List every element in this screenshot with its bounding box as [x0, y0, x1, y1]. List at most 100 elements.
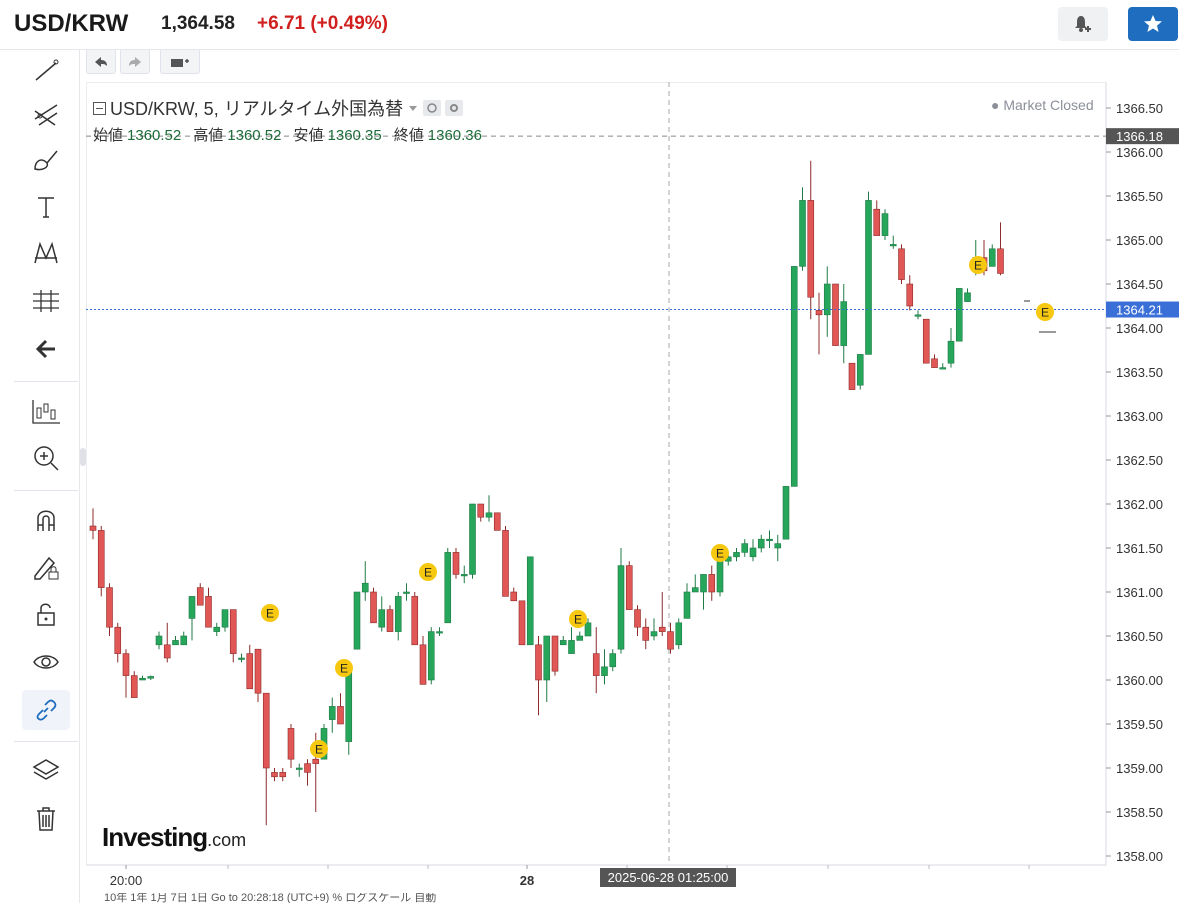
current-price-label: 1364.21 — [1116, 303, 1163, 318]
candle-body — [832, 283, 839, 346]
measure-tool[interactable] — [22, 280, 70, 320]
event-marker[interactable]: E — [419, 563, 437, 581]
event-marker[interactable]: E — [969, 256, 987, 274]
candle-body — [427, 631, 435, 681]
candle-body — [254, 648, 262, 694]
candle-body — [749, 547, 757, 558]
candle-body — [757, 538, 765, 549]
candle-body — [436, 631, 443, 634]
candle-body — [502, 530, 509, 597]
candle-body — [452, 552, 460, 575]
trash-icon — [37, 807, 55, 831]
collapse-toolbar-button[interactable] — [22, 329, 70, 369]
candle-body — [716, 560, 724, 593]
current-price-tag — [1106, 301, 1179, 318]
candle-body — [592, 653, 600, 676]
candle-body — [221, 609, 229, 628]
event-marker[interactable]: E — [335, 659, 353, 677]
chart-type-tool[interactable] — [22, 391, 70, 431]
candle-body — [609, 653, 617, 668]
event-marker[interactable]: E — [711, 544, 729, 562]
candle-body — [997, 248, 1004, 274]
event-marker[interactable]: E — [1036, 303, 1054, 321]
visibility-toggle-icon[interactable] — [423, 100, 442, 116]
price-chart[interactable]: 1358.00 1358.50 1359.00 1359.50 1360.00 1360.… — [85, 81, 1179, 903]
candle-body — [667, 631, 674, 650]
add-alert-button[interactable] — [1058, 7, 1108, 41]
toolbar-scroll-handle[interactable] — [80, 448, 86, 466]
investing-logo: Investing.com — [102, 822, 247, 852]
candle-body — [568, 640, 575, 654]
pattern-icon — [34, 241, 58, 264]
redo-button[interactable] — [120, 50, 150, 74]
pattern-tool[interactable] — [22, 233, 70, 273]
candle-body — [634, 609, 641, 628]
candle-body — [559, 640, 567, 646]
chart-type-icon — [32, 400, 60, 424]
event-marker[interactable]: E — [569, 610, 587, 628]
unlock-tool[interactable] — [22, 594, 70, 634]
candle-body — [856, 354, 864, 386]
candle-body — [279, 772, 287, 778]
dropdown-caret-icon[interactable] — [407, 103, 419, 113]
y-tick-label: 1358.00 — [1116, 849, 1163, 864]
zoom-in-icon — [34, 446, 59, 471]
snapshot-button[interactable] — [160, 50, 200, 74]
price-change: +6.71 (+0.49%) — [257, 13, 388, 34]
candle-body — [733, 552, 740, 558]
candle-body — [683, 591, 691, 619]
svg-text:E: E — [266, 607, 274, 621]
candle-body — [419, 644, 427, 685]
watchlist-star-button[interactable] — [1128, 7, 1178, 41]
y-tick-label: 1361.00 — [1116, 585, 1163, 600]
text-tool[interactable] — [22, 187, 70, 227]
svg-text:E: E — [340, 662, 348, 676]
pitchfork-tool[interactable] — [22, 94, 70, 134]
svg-text:E: E — [974, 259, 982, 273]
y-tick-label: 1365.50 — [1116, 189, 1163, 204]
event-marker[interactable]: E — [261, 604, 279, 622]
legend-ohlc: 始値 1360.52 高値 1360.52 安値 1360.35 終値 1360.36 — [93, 124, 482, 145]
candle-body — [394, 596, 402, 632]
link-tool[interactable] — [22, 690, 70, 730]
pitchfork-icon — [34, 104, 58, 126]
candle-body — [188, 596, 196, 619]
visibility-tool[interactable] — [22, 642, 70, 682]
y-tick-label: 1360.00 — [1116, 673, 1163, 688]
bell-plus-icon — [1075, 16, 1091, 32]
candle-body — [576, 635, 584, 641]
y-tick-label: 1361.50 — [1116, 541, 1163, 556]
settings-gear-icon[interactable] — [445, 100, 464, 116]
trend-line-tool[interactable] — [22, 50, 70, 90]
chart-canvas[interactable]: 1358.00 1358.50 1359.00 1359.50 1360.00 1360.… — [85, 81, 1179, 903]
candle-body — [799, 200, 806, 267]
svg-text:E: E — [574, 613, 582, 627]
y-tick-label: 1364.00 — [1116, 321, 1163, 336]
trend-line-icon — [35, 59, 59, 81]
candle-body — [345, 670, 353, 742]
snapshot-icon — [171, 58, 189, 67]
unlock-icon — [37, 603, 55, 626]
x-tick-label: 20:00 — [110, 873, 143, 888]
candle-body — [782, 486, 790, 540]
crosshair-time-tag — [600, 868, 736, 887]
y-tick-label: 1358.50 — [1116, 805, 1163, 820]
remove-drawings-tool[interactable] — [22, 798, 70, 838]
undo-button[interactable] — [86, 50, 116, 74]
undo-icon — [95, 56, 107, 67]
brush-tool[interactable] — [22, 140, 70, 180]
candle-body — [180, 635, 188, 646]
event-marker[interactable]: E — [310, 740, 328, 758]
candle-body — [510, 591, 518, 602]
candle-body — [906, 283, 914, 307]
link-icon — [36, 699, 57, 721]
zoom-in-tool[interactable] — [22, 438, 70, 478]
candle-body — [460, 574, 468, 577]
market-status: ● Market Closed — [991, 97, 1094, 113]
magnet-tool[interactable] — [22, 500, 70, 540]
layers-tool[interactable] — [22, 750, 70, 790]
candle-body — [790, 266, 798, 487]
lock-drawings-tool[interactable] — [22, 547, 70, 587]
collapse-legend-icon[interactable] — [93, 101, 106, 115]
